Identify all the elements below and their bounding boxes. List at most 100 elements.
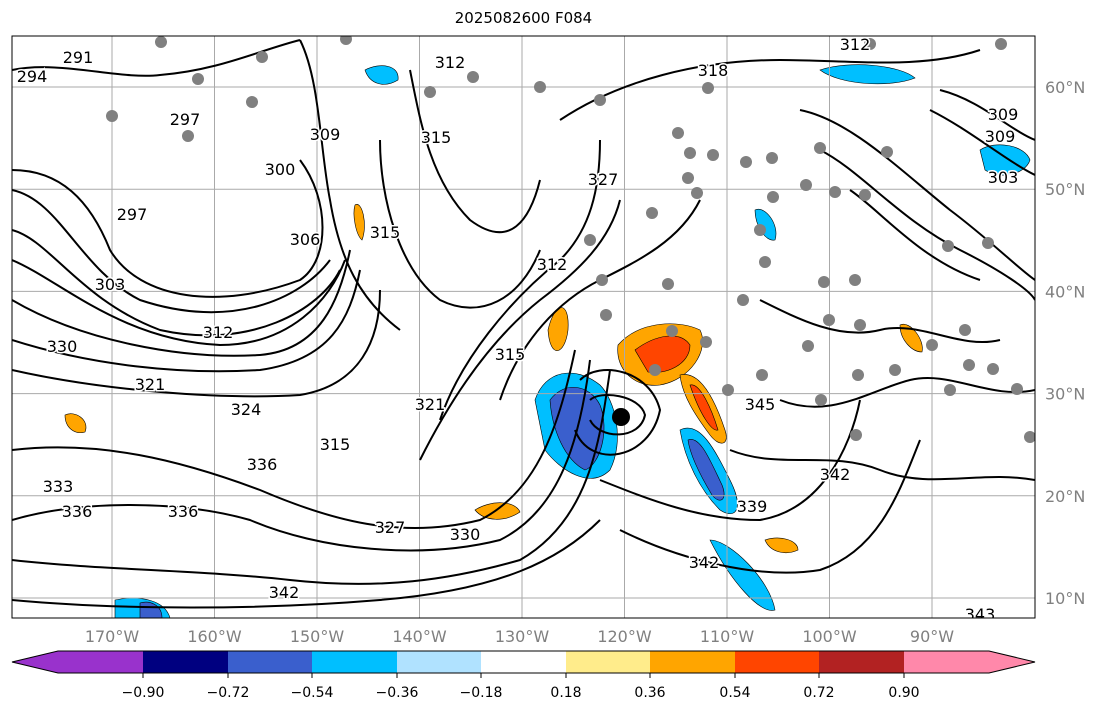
colorbar-segment xyxy=(312,651,397,673)
colorbar-tick-label: 0.72 xyxy=(803,685,834,701)
station-marker xyxy=(982,237,994,249)
contour-line xyxy=(12,259,346,347)
station-marker xyxy=(756,369,768,381)
map-frame xyxy=(11,35,1036,619)
station-marker xyxy=(691,187,703,199)
station-marker xyxy=(666,325,678,337)
station-marker xyxy=(963,359,975,371)
lon-tick-label: 130°W xyxy=(495,627,550,646)
lon-tick-label: 170°W xyxy=(85,627,140,646)
lon-tick-label: 150°W xyxy=(290,627,345,646)
contour-label: 342 xyxy=(689,553,720,572)
contour-label: 312 xyxy=(537,255,568,274)
contour-line xyxy=(12,229,341,337)
station-marker xyxy=(815,394,827,406)
colorbar-tick-label: −0.90 xyxy=(122,685,165,701)
station-marker xyxy=(682,172,694,184)
station-marker xyxy=(684,147,696,159)
lat-tick-label: 50°N xyxy=(1045,180,1085,199)
lat-tick-label: 40°N xyxy=(1045,282,1085,301)
lat-tick-label: 10°N xyxy=(1045,589,1085,608)
station-marker xyxy=(662,278,674,290)
station-marker xyxy=(859,189,871,201)
station-marker xyxy=(987,363,999,375)
colorbar-tick-label: 0.90 xyxy=(888,685,919,701)
contour-label: 291 xyxy=(63,48,94,67)
station-marker xyxy=(754,224,766,236)
station-marker xyxy=(802,340,814,352)
contour-line xyxy=(12,249,351,357)
colorbar-segment xyxy=(566,651,650,673)
contour-line xyxy=(12,369,611,585)
anomaly-region xyxy=(64,413,87,433)
contour-label: 315 xyxy=(370,223,401,242)
station-marker xyxy=(672,127,684,139)
contour-line xyxy=(574,369,662,456)
station-marker xyxy=(596,274,608,286)
contour-label: 309 xyxy=(985,127,1016,146)
anomaly-region xyxy=(689,384,719,431)
station-marker xyxy=(340,36,352,45)
contour-label: 315 xyxy=(320,435,351,454)
contour-label: 324 xyxy=(231,400,262,419)
contour-label: 312 xyxy=(840,35,871,54)
contour-line xyxy=(779,376,1035,408)
contour-labels: 291 294 297 297 300 309 312 315 318 312 315 327 309 3… xyxy=(15,35,1020,624)
lat-tick-label: 20°N xyxy=(1045,487,1085,506)
station-marker xyxy=(256,51,268,63)
colorbar-tick-label: −0.72 xyxy=(207,685,250,701)
station-marker xyxy=(1024,431,1035,443)
contour-line xyxy=(12,189,331,314)
contour-line xyxy=(12,349,576,529)
station-marker xyxy=(424,86,436,98)
anomaly-region xyxy=(899,323,923,353)
anomaly-region xyxy=(819,64,916,85)
station-marker xyxy=(881,146,893,158)
contour-line xyxy=(439,139,601,421)
station-marker xyxy=(766,152,778,164)
chart-title: 2025082600 F084 xyxy=(454,9,593,27)
contour-label: 300 xyxy=(265,160,296,179)
contour-line xyxy=(619,439,921,574)
contour-label: 336 xyxy=(168,502,199,521)
contour-label: 336 xyxy=(247,455,278,474)
station-marker xyxy=(649,364,661,376)
contour-line xyxy=(729,449,1035,481)
contour-line xyxy=(599,399,861,522)
station-marker xyxy=(959,324,971,336)
contour-label: 303 xyxy=(95,275,126,294)
station-marker xyxy=(534,81,546,93)
lat-tick-label: 60°N xyxy=(1045,78,1085,97)
colorbar-tick-label: 0.36 xyxy=(634,685,665,701)
colorbar-segment xyxy=(397,651,481,673)
contour-label: 309 xyxy=(310,125,341,144)
contour-label: 303 xyxy=(988,168,1019,187)
contour-label: 309 xyxy=(988,105,1019,124)
lon-tick-label: 100°W xyxy=(802,627,857,646)
contour-label: 342 xyxy=(820,465,851,484)
anomaly-region xyxy=(709,539,776,611)
colorbar: −0.90 −0.72 −0.54 −0.36 −0.18 0.18 0.36 0.54 0.7… xyxy=(11,650,1036,701)
contour-label: 312 xyxy=(203,323,234,342)
lon-tick-label: 110°W xyxy=(700,627,755,646)
anomaly-region xyxy=(979,144,1031,176)
contour-line xyxy=(559,49,981,121)
contour-line xyxy=(299,39,401,331)
station-marker xyxy=(800,179,812,191)
contour-label: 342 xyxy=(269,583,300,602)
contour-line xyxy=(12,269,361,373)
lat-tick-label: 30°N xyxy=(1045,385,1085,404)
lon-tick-label: 90°W xyxy=(910,627,954,646)
colorbar-segment xyxy=(12,651,143,673)
contour-line xyxy=(589,394,647,436)
colorbar-segment xyxy=(819,651,904,673)
station-marker xyxy=(944,384,956,396)
contour-label: 327 xyxy=(588,170,619,189)
station-marker xyxy=(942,240,954,252)
colorbar-tick-label: 0.54 xyxy=(719,685,750,701)
lon-tick-label: 160°W xyxy=(187,627,242,646)
contour-line xyxy=(799,109,1035,281)
contour-label: 343 xyxy=(965,605,996,624)
